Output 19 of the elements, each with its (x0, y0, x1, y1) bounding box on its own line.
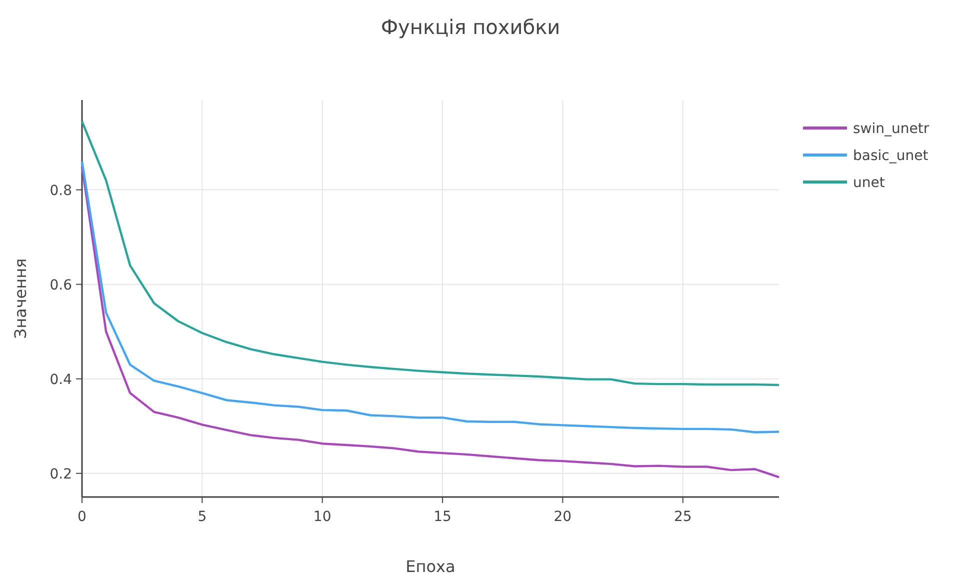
x-tick-label: 15 (434, 509, 452, 525)
y-tick-label: 0.6 (50, 277, 72, 294)
x-tick-label: 10 (313, 509, 332, 525)
line-series (80, 165, 780, 478)
legend-label: unet (853, 175, 886, 191)
line-series (80, 160, 780, 434)
line-series (80, 120, 780, 386)
y-tick-label: 0.2 (50, 466, 72, 482)
chart-title: Функція похибки (380, 15, 560, 39)
y-tick-label: 0.4 (50, 372, 72, 388)
y-axis-title: Значення (11, 258, 30, 339)
x-axis-title: Епоха (406, 557, 456, 576)
x-tick-label: 0 (78, 509, 86, 525)
x-tick-label: 25 (674, 509, 692, 525)
legend-label: basic_unet (853, 148, 929, 164)
y-tick-label: 0.8 (50, 182, 72, 199)
x-tick-label: 20 (554, 509, 572, 525)
x-tick-label: 5 (198, 509, 207, 525)
legend-label: swin_unetr (853, 121, 930, 137)
